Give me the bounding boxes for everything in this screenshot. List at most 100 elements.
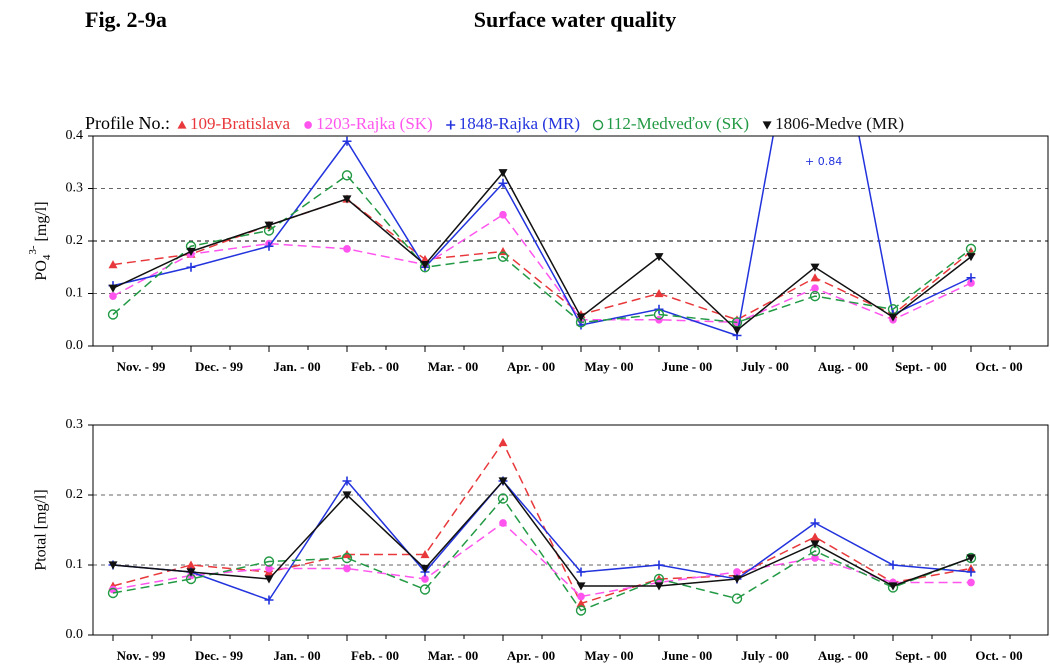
marker-shape: [810, 263, 820, 272]
series-line: [112, 174, 972, 324]
x-tick-label: Mar. - 00: [428, 648, 478, 663]
marker-shape: [498, 438, 508, 447]
data-point: [343, 245, 351, 253]
x-tick-label: Dec. - 99: [195, 359, 244, 374]
x-tick-label: Dec. - 99: [195, 648, 244, 663]
marker-shape: [576, 567, 586, 577]
marker-shape: [186, 247, 196, 256]
data-point: [421, 575, 429, 583]
y-axis-label-part: [mg/l]: [33, 201, 50, 241]
marker-shape: [341, 170, 353, 181]
data-point: [576, 313, 586, 322]
y-axis-label-part: 3-: [27, 245, 39, 255]
data-point: [108, 260, 118, 269]
data-point: [264, 575, 274, 584]
y-axis-label: PO43- [mg/l]: [27, 201, 53, 280]
marker-shape: [811, 554, 819, 562]
y-axis-label-part: 4: [41, 254, 53, 260]
marker-shape: [577, 592, 585, 601]
plot-area: [107, 136, 977, 340]
marker-shape: [420, 564, 430, 573]
marker-shape: [809, 290, 821, 302]
x-tick-label: Sept. - 00: [895, 359, 947, 374]
data-point: [108, 284, 118, 293]
marker-shape: [108, 561, 118, 570]
marker-shape: [264, 221, 274, 230]
data-point: [967, 578, 975, 587]
data-point: [264, 221, 274, 230]
data-point: [420, 564, 430, 573]
legend-entry: 109-Bratislava: [190, 114, 291, 133]
marker-shape: [811, 284, 819, 293]
marker-shape: [966, 253, 976, 262]
x-tick-label: Oct. - 00: [975, 648, 1022, 663]
legend-marker: [304, 121, 312, 129]
marker-shape: [654, 560, 664, 570]
data-point: [186, 560, 196, 569]
marker-shape: [810, 273, 820, 282]
marker-shape: [265, 564, 273, 573]
legend-marker: [177, 120, 187, 129]
data-point: [810, 532, 820, 541]
series-line: [112, 497, 972, 612]
series-line: [112, 213, 972, 324]
marker-shape: [655, 315, 663, 324]
marker-shape: [733, 568, 741, 576]
marker-shape: [186, 560, 196, 569]
marker-shape: [342, 195, 352, 204]
marker-shape: [732, 575, 742, 584]
marker-shape: [967, 578, 975, 587]
marker-shape: [420, 550, 430, 559]
data-point: [420, 261, 430, 270]
legend-marker: [446, 120, 456, 130]
x-tick-label: Nov. - 99: [117, 359, 166, 374]
data-point: [342, 476, 352, 486]
legend-marker: [762, 121, 772, 130]
data-point: [265, 564, 273, 573]
data-point: [498, 178, 508, 188]
marker-shape: [731, 593, 743, 604]
x-tick-label: July - 00: [741, 359, 789, 374]
data-point: [811, 284, 819, 293]
marker-shape: [421, 575, 429, 583]
data-point: [967, 279, 975, 287]
data-point: [732, 326, 742, 335]
data-point: [107, 309, 119, 320]
marker-shape: [304, 121, 312, 129]
data-point: [109, 292, 117, 300]
marker-shape: [810, 518, 820, 528]
marker-shape: [186, 568, 196, 577]
series-line: [112, 171, 972, 332]
data-point: [654, 560, 664, 570]
data-point: [576, 582, 586, 591]
data-point: [575, 605, 587, 616]
data-point: [497, 493, 509, 504]
legend-entry: 112-Medveďov (SK): [606, 114, 749, 133]
legend-entry: 1806-Medve (MR): [775, 114, 904, 133]
y-tick-label: 0.2: [66, 233, 84, 248]
data-point: [653, 309, 665, 320]
x-tick-label: Jan. - 00: [273, 359, 320, 374]
y-tick-label: 0.3: [66, 181, 84, 196]
legend-entry: 1848-Rajka (MR): [459, 114, 580, 133]
data-point: [966, 273, 976, 283]
y-tick-label: 0.3: [66, 417, 84, 432]
data-point: [810, 273, 820, 282]
data-point: [497, 251, 509, 262]
y-tick-label: 0.1: [66, 557, 84, 572]
data-point: [888, 560, 898, 570]
data-point: [888, 582, 898, 591]
marker-shape: [342, 136, 352, 146]
data-point: [576, 599, 586, 608]
marker-shape: [654, 304, 664, 314]
data-point: [341, 552, 353, 564]
data-point: [654, 304, 664, 314]
marker-shape: [967, 279, 975, 287]
data-point: [341, 170, 353, 181]
marker-shape: [576, 582, 586, 591]
marker-shape: [810, 532, 820, 541]
data-point: [966, 253, 976, 262]
marker-shape: [966, 567, 976, 577]
marker-shape: [498, 178, 508, 188]
